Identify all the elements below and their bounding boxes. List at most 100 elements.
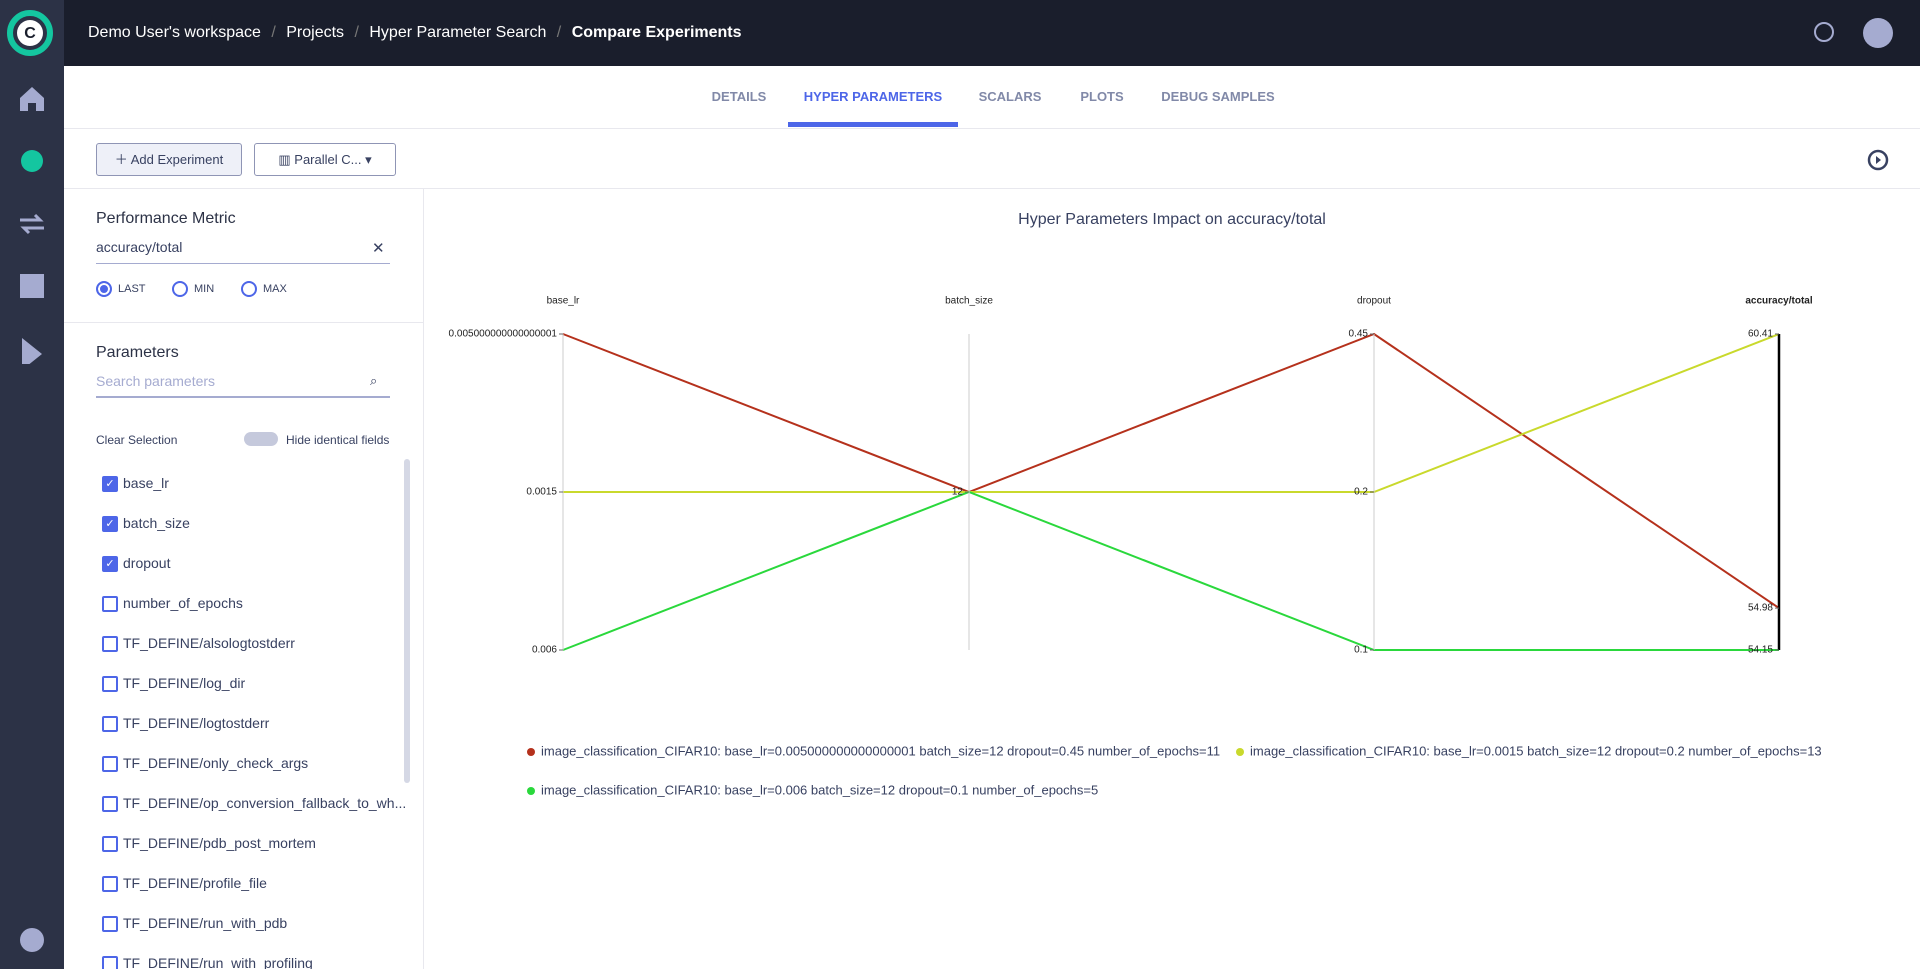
legend-dot [527, 787, 535, 795]
section-title: Parameters [96, 344, 179, 361]
legend-entry: image_classification_CIFAR10: base_lr=0.… [541, 782, 1098, 797]
search-icon: ⌕ [370, 373, 378, 388]
breadcrumb-current: Compare Experiments [571, 24, 742, 41]
tick-label: 0.45 [1349, 329, 1369, 340]
param-name: TF_DEFINE/log_dir [123, 675, 246, 691]
radio-label: MIN [194, 283, 215, 295]
series-line [562, 332, 1780, 609]
param-name: number_of_epochs [123, 595, 243, 611]
checkbox[interactable]: ✓ [102, 476, 118, 492]
nav-icons[interactable] [16, 84, 48, 364]
tabs: DETAILS HYPER PARAMETERS SCALARS PLOTS DEBUG… [0, 66, 1920, 128]
radio-label: MAX [263, 283, 287, 295]
tick-label: 60.41 [1748, 329, 1773, 340]
param-name: TF_DEFINE/run_with_profiling [123, 955, 313, 969]
param-name: dropout [123, 555, 171, 571]
radio[interactable] [96, 281, 112, 297]
tick-label: 0.005000000000000001 [449, 329, 558, 340]
metric-input[interactable]: accuracy/total [96, 239, 183, 255]
breadcrumb[interactable]: Demo User's workspace [88, 24, 261, 41]
legend-entry: image_classification_CIFAR10: base_lr=0.… [541, 743, 1220, 758]
tab[interactable]: DETAILS [711, 89, 767, 104]
breadcrumbs: Demo User's workspace / Projects / Hyper… [88, 24, 742, 42]
tab[interactable]: HYPER PARAMETERS [803, 89, 943, 104]
logo[interactable]: C [6, 9, 54, 57]
breadcrumb[interactable]: Projects [286, 24, 345, 41]
axis-label: accuracy/total [1745, 296, 1812, 307]
tick-label: 54.15 [1748, 645, 1773, 656]
legend-dot [1236, 748, 1244, 756]
tab[interactable]: PLOTS [1080, 89, 1124, 104]
tab[interactable]: DEBUG SAMPLES [1161, 89, 1275, 104]
radio[interactable] [241, 281, 257, 297]
separator: / [350, 24, 364, 41]
divider [423, 188, 424, 969]
refresh-icon[interactable] [1866, 148, 1890, 172]
param-name: TF_DEFINE/op_conversion_fallback_to_wh..… [123, 795, 407, 811]
param-name: TF_DEFINE/run_with_pdb [123, 915, 288, 931]
checkbox[interactable] [102, 596, 118, 612]
input-underline [96, 263, 390, 264]
tick-label: 0.1 [1354, 645, 1368, 656]
checkbox[interactable] [102, 836, 118, 852]
param-name: TF_DEFINE/pdb_post_mortem [123, 835, 316, 851]
axis-label: dropout [1357, 296, 1391, 307]
section-title: Performance Metric [96, 210, 236, 227]
radio-label: LAST [118, 283, 146, 295]
breadcrumb[interactable]: Hyper Parameter Search [369, 24, 547, 41]
sidebar: Performance Metric accuracy/total ✕ LAST MIN… [64, 189, 423, 969]
toggle[interactable] [244, 432, 278, 446]
legend-dot [527, 748, 535, 756]
series-line [562, 490, 1779, 651]
separator: / [552, 24, 566, 41]
axis-label: batch_size [945, 296, 993, 307]
tick-label: 12 [952, 487, 964, 498]
toggle-label: Hide identical fields [286, 433, 390, 447]
param-name: TF_DEFINE/logtostderr [123, 715, 270, 731]
tick-label: 0.006 [532, 645, 557, 656]
view-dropdown[interactable]: ▥ Parallel C... ▾ [254, 143, 396, 176]
tick-label: 0.2 [1354, 487, 1368, 498]
checkbox[interactable] [102, 636, 118, 652]
param-name: batch_size [123, 515, 190, 531]
chart-title: Hyper Parameters Impact on accuracy/tota… [1018, 211, 1326, 228]
checkbox[interactable] [102, 716, 118, 732]
svg-text:C: C [24, 25, 36, 42]
checkbox[interactable] [102, 876, 118, 892]
checkbox[interactable] [102, 676, 118, 692]
checkbox[interactable] [102, 916, 118, 932]
series-line [563, 333, 1780, 493]
dropdown-label: Parallel C... [294, 152, 362, 167]
separator: / [266, 24, 281, 41]
chart: Hyper Parameters Impact on accuracy/tota… [449, 211, 1822, 797]
search-input[interactable]: Search parameters [96, 373, 216, 389]
param-name: TF_DEFINE/only_check_args [123, 755, 309, 771]
add-experiment-button[interactable]: ＋ Add Experiment [96, 143, 242, 176]
checkbox[interactable] [102, 796, 118, 812]
legend-entry: image_classification_CIFAR10: base_lr=0.… [1250, 743, 1822, 758]
param-name: TF_DEFINE/profile_file [123, 875, 267, 891]
checkbox[interactable]: ✓ [102, 556, 118, 572]
header-icons[interactable] [1810, 18, 1910, 50]
tick-label: 54.98 [1748, 603, 1773, 614]
input-underline [96, 396, 390, 398]
checkbox[interactable] [102, 756, 118, 772]
divider [64, 322, 423, 323]
tick-label: 0.0015 [526, 487, 557, 498]
divider [64, 188, 1920, 189]
button-label: Add Experiment [130, 152, 224, 167]
tab[interactable]: SCALARS [978, 89, 1042, 104]
clear-icon: ✕ [372, 240, 385, 257]
divider [64, 128, 1920, 129]
checkbox[interactable]: ✓ [102, 516, 118, 532]
checkbox[interactable] [102, 956, 118, 969]
github-icon[interactable] [18, 926, 46, 954]
clear-selection[interactable]: Clear Selection [96, 433, 178, 447]
param-name: base_lr [123, 475, 169, 491]
radio[interactable] [172, 281, 188, 297]
axis-label: base_lr [547, 296, 580, 307]
tab-underline [788, 122, 958, 127]
param-name: TF_DEFINE/alsologtostderr [123, 635, 295, 651]
top-bar [0, 0, 1920, 66]
